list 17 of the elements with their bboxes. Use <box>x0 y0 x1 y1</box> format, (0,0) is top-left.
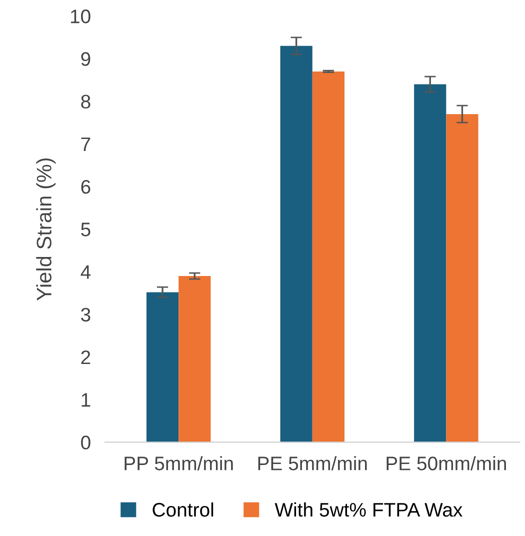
y-tick-label: 6 <box>81 180 90 194</box>
y-tick-label: 9 <box>81 52 90 66</box>
y-tick-label: 10 <box>70 10 90 24</box>
legend-label: With 5wt% FTPA Wax <box>274 502 462 517</box>
y-tick-label: 7 <box>81 138 90 151</box>
legend-label: Control <box>152 502 214 517</box>
y-tick-label: 0 <box>81 436 90 450</box>
y-tick-label: 3 <box>81 308 90 322</box>
y-tick-label: 1 <box>82 393 90 407</box>
x-tick-label: PP 5mm/min <box>124 456 233 470</box>
x-tick-label: PE 5mm/min <box>258 456 367 470</box>
y-axis-title: Yield Strain (%) <box>36 158 56 301</box>
y-tick-label: 5 <box>81 222 90 236</box>
y-tick-label: 4 <box>80 265 91 279</box>
x-tick-label: PE 50mm/min <box>386 456 506 470</box>
y-tick-label: 8 <box>81 94 90 109</box>
y-tick-label: 2 <box>81 350 90 364</box>
